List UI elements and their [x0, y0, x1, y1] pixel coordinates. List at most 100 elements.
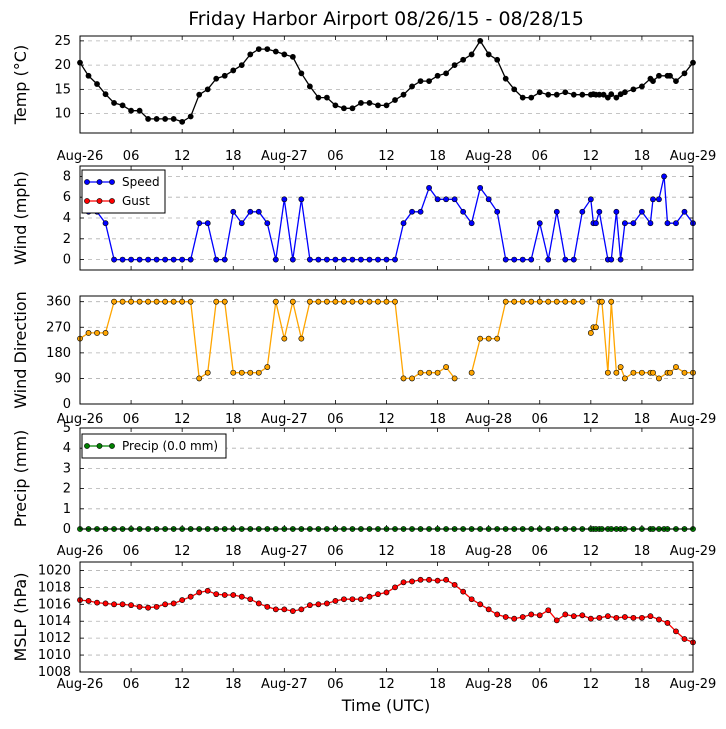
series-line	[88, 176, 694, 261]
series-mslp	[77, 576, 696, 646]
data-point	[153, 256, 160, 263]
data-point	[230, 67, 237, 74]
x-axis-label: Time (UTC)	[341, 696, 430, 715]
data-point	[213, 298, 220, 305]
data-point	[639, 83, 645, 90]
data-point	[255, 600, 262, 607]
data-point	[613, 369, 620, 376]
plot-frame	[79, 295, 694, 405]
x-tick-label: 06	[531, 149, 548, 164]
data-point	[468, 596, 475, 603]
x-tick-label: Aug-26	[57, 544, 104, 559]
data-point	[536, 298, 543, 305]
data-point	[630, 614, 637, 621]
legend-box	[81, 169, 166, 214]
data-point	[128, 256, 134, 263]
data-point	[409, 208, 415, 215]
data-point	[485, 51, 492, 58]
x-tick-label: 06	[531, 677, 548, 692]
data-point	[570, 256, 577, 263]
data-point	[570, 613, 577, 620]
data-point	[426, 576, 432, 583]
data-point	[102, 330, 109, 336]
data-point	[298, 70, 305, 77]
data-point	[650, 196, 656, 203]
plot-frame	[79, 561, 694, 673]
data-point	[409, 375, 415, 382]
data-point	[94, 330, 100, 336]
data-point	[596, 614, 603, 621]
y-tick-label: 15	[54, 82, 71, 97]
data-point	[528, 298, 535, 305]
data-point	[315, 256, 322, 263]
data-point	[238, 369, 245, 376]
x-tick-label: 18	[429, 149, 446, 164]
y-tick-label: 0	[63, 522, 71, 537]
data-point	[264, 364, 271, 370]
data-point	[656, 375, 662, 382]
data-point	[502, 75, 509, 82]
data-point	[494, 56, 501, 63]
y-tick-label: 360	[46, 295, 71, 310]
data-point	[94, 81, 100, 87]
data-point	[187, 256, 194, 263]
legend-label: Gust	[122, 194, 150, 208]
data-point	[366, 298, 373, 305]
data-point	[255, 46, 262, 52]
data-point	[664, 620, 671, 626]
data-point	[494, 611, 501, 618]
data-point	[477, 601, 484, 608]
data-point	[502, 256, 509, 263]
data-point	[153, 603, 160, 610]
data-point	[621, 89, 628, 96]
x-tick-label: 06	[123, 149, 140, 164]
data-point	[630, 220, 637, 227]
data-point	[443, 576, 449, 583]
y-tick-label: 90	[54, 371, 71, 386]
data-point	[324, 298, 330, 305]
data-point	[85, 72, 92, 79]
x-tick-label: Aug-27	[261, 149, 308, 164]
data-point	[366, 256, 373, 263]
data-point	[375, 298, 381, 305]
data-point	[281, 606, 288, 613]
data-point	[536, 220, 543, 227]
legend-marker	[109, 179, 115, 185]
data-point	[289, 53, 296, 60]
data-point	[383, 589, 390, 596]
y-tick-label: 1014	[38, 614, 71, 629]
panel-1: 10 15 20 25 Aug-26 06 12 18 Aug-27 06 12 18 Aug-28 06…	[11, 34, 716, 164]
x-tick-label: 12	[583, 544, 600, 559]
data-point	[400, 579, 407, 586]
data-point	[145, 604, 152, 611]
data-point	[400, 91, 407, 98]
data-point	[519, 94, 526, 101]
data-point	[128, 602, 134, 609]
y-tick-label: 1012	[38, 631, 71, 646]
y-tick-label: 1010	[38, 648, 71, 663]
data-point	[162, 256, 169, 263]
y-tick-label: 6	[63, 190, 71, 205]
plot-frame	[79, 35, 694, 134]
data-point	[647, 220, 654, 227]
x-tick-label: 12	[378, 677, 395, 692]
data-point	[409, 83, 415, 90]
x-tick-label: 18	[429, 677, 446, 692]
data-point	[230, 369, 237, 376]
data-point	[511, 86, 518, 93]
y-tick-label: 25	[54, 34, 71, 49]
data-point	[349, 256, 356, 263]
data-point	[366, 593, 373, 600]
data-point	[349, 298, 356, 305]
data-point	[366, 100, 373, 106]
data-point	[341, 256, 347, 263]
data-point	[196, 589, 203, 596]
data-point	[519, 614, 526, 620]
y-tick-label: 1	[63, 502, 71, 517]
data-point	[94, 599, 100, 606]
data-point	[324, 94, 330, 101]
legend-marker	[96, 179, 103, 185]
y-tick-label: 4	[63, 441, 71, 456]
data-point	[608, 91, 615, 98]
data-point	[136, 603, 143, 610]
